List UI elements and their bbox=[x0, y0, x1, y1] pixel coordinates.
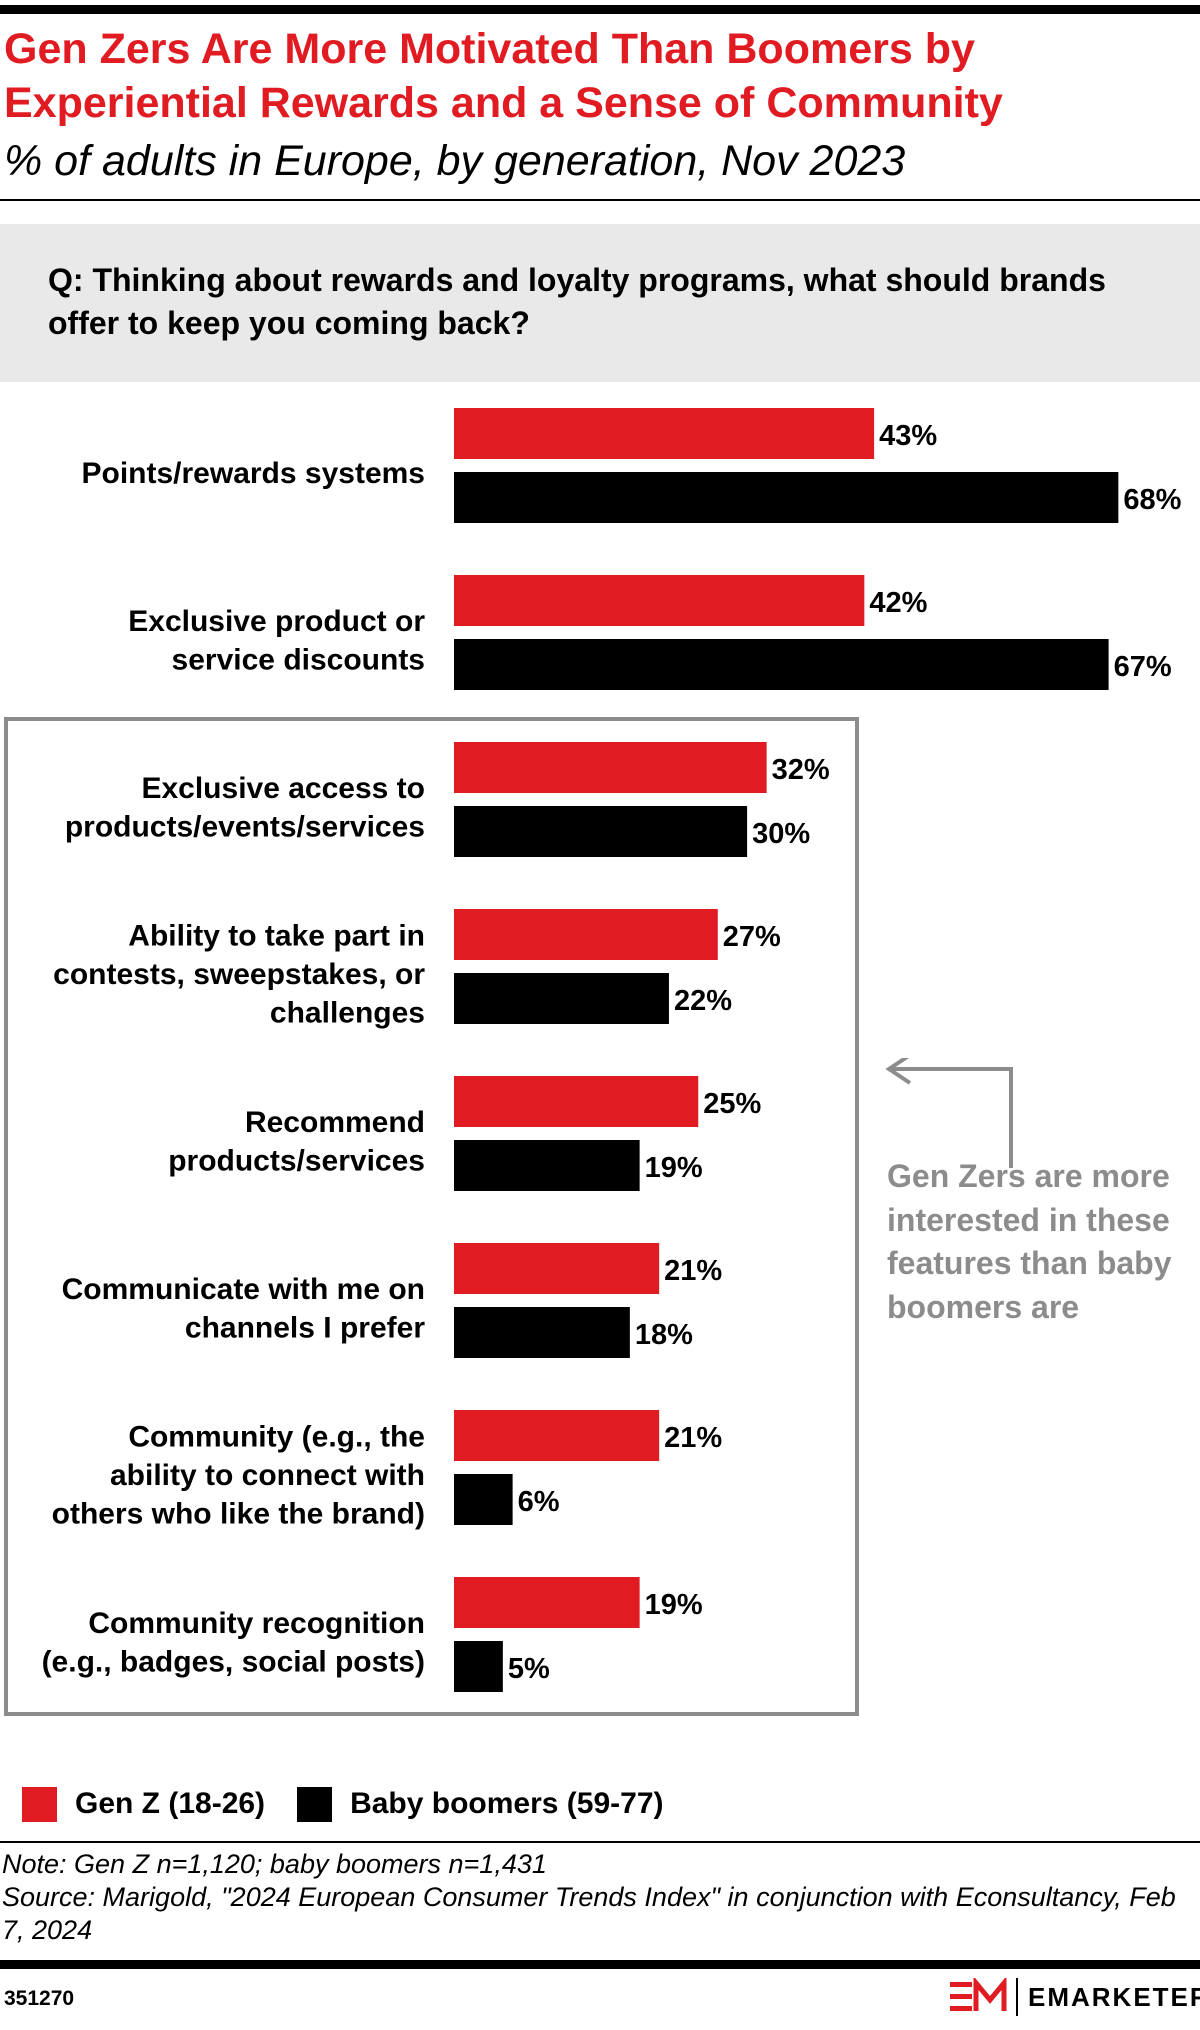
callout-text: Gen Zers are more interested in these fe… bbox=[887, 1158, 1172, 1325]
value-label-boomers-3: 22% bbox=[674, 985, 732, 1017]
chart-subtitle: % of adults in Europe, by generation, No… bbox=[4, 137, 906, 185]
category-label-2: Exclusive access to products/events/servi… bbox=[65, 772, 425, 844]
value-label-boomers-6: 6% bbox=[518, 1486, 560, 1518]
legend-swatch-genz bbox=[22, 1786, 57, 1822]
note-text: Note: Gen Z n=1,120; baby boomers n=1,43… bbox=[2, 1849, 547, 1879]
bar-boomers-2 bbox=[454, 806, 748, 857]
legend: Gen Z (18-26) Baby boomers (59-77) bbox=[22, 1782, 696, 1826]
bar-boomers-3 bbox=[454, 973, 669, 1024]
value-label-boomers-7: 5% bbox=[508, 1653, 550, 1685]
brand-divider bbox=[1016, 1978, 1018, 2016]
bar-boomers-1 bbox=[454, 639, 1109, 690]
bar-genz-0 bbox=[454, 408, 875, 459]
value-label-genz-7: 19% bbox=[645, 1589, 703, 1621]
value-label-boomers-2: 30% bbox=[752, 818, 810, 850]
emarketer-logo-icon bbox=[950, 1978, 1007, 2011]
note-rule bbox=[0, 1841, 1200, 1843]
value-label-genz-2: 32% bbox=[772, 754, 830, 786]
bar-genz-7 bbox=[454, 1577, 640, 1628]
value-label-boomers-0: 68% bbox=[1123, 484, 1181, 516]
subtitle-rule bbox=[0, 199, 1200, 201]
top-rule bbox=[0, 5, 1200, 14]
legend-item-genz: Gen Z (18-26) bbox=[22, 1786, 266, 1822]
callout-arrow-icon bbox=[885, 1058, 1013, 1168]
value-label-boomers-5: 18% bbox=[635, 1319, 693, 1351]
category-label-4: Recommend products/services bbox=[168, 1106, 425, 1178]
category-label-5: Communicate with me on channels I prefer bbox=[62, 1273, 426, 1345]
legend-swatch-boomers bbox=[297, 1786, 333, 1822]
category-label-7: Community recognition (e.g., badges, soci… bbox=[42, 1607, 425, 1679]
value-label-genz-5: 21% bbox=[664, 1255, 722, 1287]
bar-boomers-4 bbox=[454, 1140, 640, 1191]
bar-genz-1 bbox=[454, 575, 865, 626]
source-text: Source: Marigold, "2024 European Consume… bbox=[2, 1882, 1176, 1945]
category-label-0: Points/rewards systems bbox=[82, 457, 426, 490]
highlight-box bbox=[4, 717, 859, 1716]
value-label-genz-4: 25% bbox=[703, 1088, 761, 1120]
value-label-boomers-1: 67% bbox=[1114, 651, 1172, 683]
bar-boomers-0 bbox=[454, 472, 1119, 523]
category-label-6: Community (e.g., the ability to connect w… bbox=[52, 1421, 425, 1531]
bar-genz-4 bbox=[454, 1076, 699, 1127]
value-label-genz-0: 43% bbox=[879, 420, 937, 452]
bar-genz-3 bbox=[454, 909, 718, 960]
legend-item-boomers: Baby boomers (59-77) bbox=[297, 1786, 664, 1822]
bar-genz-2 bbox=[454, 742, 767, 793]
bottom-rule bbox=[0, 1960, 1200, 1969]
value-label-genz-6: 21% bbox=[664, 1422, 722, 1454]
brand: EMARKETER bbox=[950, 1978, 1200, 2016]
legend-label-genz: Gen Z (18-26) bbox=[75, 1787, 266, 1820]
category-label-1: Exclusive product or service discounts bbox=[128, 605, 425, 677]
value-label-boomers-4: 19% bbox=[645, 1152, 703, 1184]
category-label-3: Ability to take part in contests, sweepst… bbox=[53, 920, 425, 1030]
bar-genz-5 bbox=[454, 1243, 660, 1294]
legend-label-boomers: Baby boomers (59-77) bbox=[350, 1787, 664, 1820]
bar-genz-6 bbox=[454, 1410, 660, 1461]
question-panel bbox=[0, 224, 1200, 382]
footnote: Note: Gen Z n=1,120; baby boomers n=1,43… bbox=[2, 1848, 1192, 1947]
bar-boomers-5 bbox=[454, 1307, 630, 1358]
bar-boomers-7 bbox=[454, 1641, 503, 1692]
chart-id: 351270 bbox=[4, 1987, 75, 2010]
bar-chart: 43% 68% Points/rewards systems 42% 67% Exclus… bbox=[42, 408, 1182, 1692]
chart-title: Gen Zers Are More Motivated Than Boomers… bbox=[4, 25, 1003, 127]
bar-boomers-6 bbox=[454, 1474, 513, 1525]
brand-name: EMARKETER bbox=[1028, 1981, 1200, 2012]
question-text: Q: Thinking about rewards and loyalty pr… bbox=[48, 262, 1106, 341]
value-label-genz-1: 42% bbox=[869, 587, 927, 619]
value-label-genz-3: 27% bbox=[723, 921, 781, 953]
